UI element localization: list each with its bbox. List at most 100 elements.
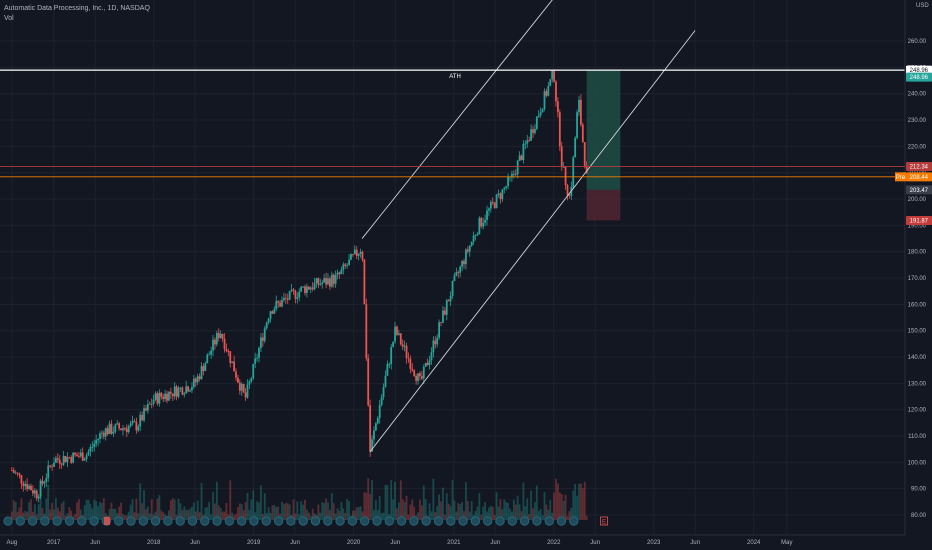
candle-body xyxy=(578,99,580,113)
volume-bar xyxy=(442,487,444,520)
ath-label: ATH xyxy=(449,74,461,80)
candle-body xyxy=(120,428,122,431)
candle-body xyxy=(214,339,216,345)
candle-body xyxy=(495,194,498,208)
volume-bar xyxy=(233,515,235,520)
candle-body xyxy=(535,116,538,129)
volume-bar xyxy=(154,511,157,520)
volume-bar xyxy=(127,511,130,520)
volume-bar xyxy=(319,512,322,520)
candle-body xyxy=(543,91,546,110)
candle-body xyxy=(336,272,339,275)
candle-body xyxy=(357,253,360,256)
candle-body xyxy=(141,414,144,421)
volume-bar xyxy=(284,503,287,520)
candle-body xyxy=(179,387,182,389)
candle-body xyxy=(279,302,281,307)
candle-body xyxy=(225,348,228,352)
candle-body xyxy=(18,473,21,476)
x-tick-label: 2022 xyxy=(547,540,561,546)
volume-bar xyxy=(129,504,132,520)
volume-bar xyxy=(359,506,362,520)
volume-bar xyxy=(390,480,393,520)
volume-bars xyxy=(10,478,588,520)
volume-bar xyxy=(382,512,385,520)
dividend-marker-icon xyxy=(310,516,321,526)
volume-bar xyxy=(351,510,354,520)
price-label-box xyxy=(906,65,932,75)
dividend-marker-icon xyxy=(212,516,222,526)
x-tick-label: 2021 xyxy=(447,540,461,546)
candle-body xyxy=(388,363,391,365)
volume-bar xyxy=(419,499,421,520)
volume-bar xyxy=(252,490,255,520)
candle-body xyxy=(443,310,446,315)
volume-bar xyxy=(240,504,243,520)
candle-body xyxy=(43,481,46,484)
volume-bar xyxy=(219,507,222,520)
candle-body xyxy=(422,366,425,379)
volume-bar xyxy=(535,485,538,520)
volume-bar xyxy=(122,514,124,520)
symbol-title[interactable]: Automatic Data Processing, Inc., 1D, NAS… xyxy=(4,5,150,12)
volume-bar xyxy=(413,506,416,520)
volume-bar xyxy=(133,512,136,520)
candle-body xyxy=(373,430,375,440)
volume-bar xyxy=(430,511,433,520)
volume-bar xyxy=(311,508,314,520)
dividend-marker-icon xyxy=(421,516,431,526)
candle-body xyxy=(131,421,134,424)
candle-body xyxy=(160,392,163,397)
candle-body xyxy=(353,249,356,255)
candle-body xyxy=(177,387,180,397)
dividend-marker-icon xyxy=(483,516,493,526)
candle-body xyxy=(122,428,124,431)
volume-bar xyxy=(499,499,502,520)
candle-body xyxy=(45,477,48,482)
candle-body xyxy=(55,458,57,463)
volume-bar xyxy=(37,504,40,520)
dividend-marker-icon xyxy=(409,516,419,526)
candle-body xyxy=(378,405,381,419)
candle-body xyxy=(263,328,266,341)
volume-bar xyxy=(512,499,515,520)
volume-bar xyxy=(369,493,372,520)
y-tick-label: 170.00 xyxy=(908,276,927,282)
candle-body xyxy=(116,423,119,425)
candle-body xyxy=(350,254,352,260)
volume-bar xyxy=(453,500,456,520)
candle-body xyxy=(74,452,76,455)
dividend-marker-icon xyxy=(114,516,124,526)
volume-bar xyxy=(120,502,122,520)
volume-bar xyxy=(547,509,550,520)
candle-body xyxy=(41,480,44,484)
volume-bar xyxy=(225,502,228,520)
volume-bar xyxy=(474,510,477,520)
candle-body xyxy=(382,387,385,398)
volume-label[interactable]: Vol xyxy=(4,15,14,22)
volume-bar xyxy=(246,492,249,520)
candle-body xyxy=(137,426,140,431)
volume-bar xyxy=(187,510,190,520)
candle-body xyxy=(139,414,142,427)
pre-label: Pre xyxy=(896,175,906,181)
candle-body xyxy=(150,403,153,405)
dividend-marker-icon xyxy=(372,516,382,526)
volume-bar xyxy=(323,502,326,520)
candle-body xyxy=(419,373,421,377)
candle-body xyxy=(493,202,496,208)
y-tick-label: 220.00 xyxy=(908,144,927,150)
candle-body xyxy=(306,286,308,294)
volume-bar xyxy=(18,507,21,520)
volume-bar xyxy=(353,510,356,520)
candle-body xyxy=(505,186,508,188)
volume-bar xyxy=(189,508,191,520)
volume-bar xyxy=(214,503,216,520)
volume-bar xyxy=(39,487,42,520)
currency-label[interactable]: USD xyxy=(916,3,929,9)
volume-bar xyxy=(49,509,52,520)
volume-bar xyxy=(493,515,496,520)
candle-body xyxy=(499,193,502,200)
candle-body xyxy=(436,337,439,345)
